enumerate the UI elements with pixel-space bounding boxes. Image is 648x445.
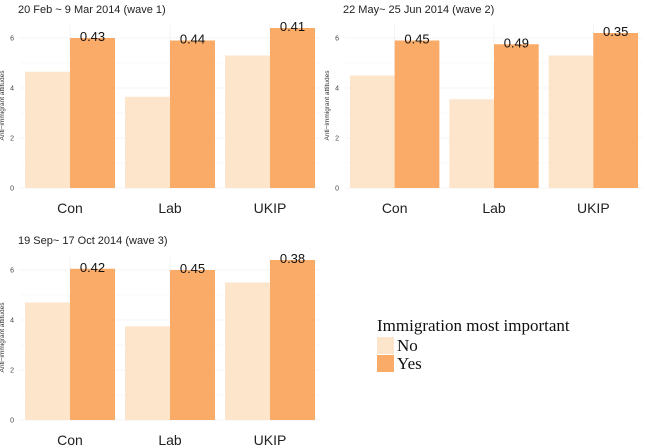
y-tick-label: 4: [10, 318, 14, 325]
y-tick-label: 2: [335, 136, 339, 143]
x-tick-label: Lab: [158, 200, 182, 216]
bar-ukip-no: [225, 55, 270, 188]
bar-lab-yes: [494, 44, 539, 188]
data-label: 0.35: [603, 24, 628, 39]
y-tick-label: 0: [10, 418, 14, 425]
y-tick-label: 0: [10, 186, 14, 193]
chart-panel-1: 20 Feb ~ 9 Mar 2014 (wave 1) 0 2 4 6 Anti−imm…: [0, 4, 320, 216]
bar-lab-no: [449, 99, 494, 188]
bar-lab-no: [125, 96, 170, 188]
data-label: 0.49: [504, 35, 529, 50]
y-tick-label: 0: [335, 186, 339, 193]
panel-title: 22 May~ 25 Jun 2014 (wave 2): [343, 4, 494, 16]
x-tick-label: UKIP: [254, 432, 287, 445]
bar-ukip-no: [548, 55, 594, 188]
x-tick-label: Con: [382, 200, 408, 216]
data-label: 0.44: [180, 32, 205, 47]
y-tick-label: 4: [10, 86, 14, 93]
data-label: 0.45: [180, 261, 205, 276]
bar-con-no: [349, 75, 395, 188]
bar-con-no: [25, 71, 70, 188]
data-label: 0.43: [80, 29, 105, 44]
y-axis-label: Anti−immigrant attitudes: [0, 70, 6, 141]
chart-panel-2: 22 May~ 25 Jun 2014 (wave 2) 0 2 4 6 Anti−imm…: [324, 4, 643, 216]
data-label: 0.41: [280, 19, 305, 34]
y-tick-label: 6: [335, 36, 339, 43]
panel-title: 20 Feb ~ 9 Mar 2014 (wave 1): [18, 4, 166, 16]
legend-label-yes: Yes: [397, 354, 422, 373]
legend-swatch-no: [377, 337, 394, 354]
x-tick-label: Lab: [158, 432, 182, 445]
bar-lab-yes: [170, 40, 215, 188]
y-tick-label: 4: [335, 86, 339, 93]
x-tick-label: UKIP: [577, 200, 610, 216]
bar-con-yes: [70, 268, 115, 420]
legend-title: Immigration most important: [377, 316, 570, 335]
y-axis-label: Anti−immigrant attitudes: [0, 302, 6, 373]
y-tick-label: 2: [10, 136, 14, 143]
chart-panel-3: 19 Sep~ 17 Oct 2014 (wave 3) 0 2 4 6 Anti−imm…: [0, 235, 320, 445]
x-tick-label: Lab: [482, 200, 506, 216]
bar-lab-no: [125, 326, 170, 420]
legend-swatch-yes: [377, 355, 394, 372]
bar-lab-yes: [170, 270, 215, 420]
data-label: 0.42: [80, 260, 105, 275]
bar-ukip-yes: [593, 33, 639, 188]
x-tick-label: UKIP: [254, 200, 287, 216]
bar-ukip-yes: [270, 28, 315, 188]
bar-con-yes: [70, 38, 115, 188]
y-tick-label: 2: [10, 368, 14, 375]
panel-title: 19 Sep~ 17 Oct 2014 (wave 3): [18, 235, 168, 247]
data-label: 0.45: [404, 32, 429, 47]
bar-con-yes: [394, 40, 440, 188]
bar-ukip-no: [225, 282, 270, 420]
y-axis-label: Anti−immigrant attitudes: [324, 70, 331, 141]
data-label: 0.38: [280, 251, 305, 266]
bar-con-no: [25, 302, 70, 420]
x-tick-label: Con: [57, 200, 83, 216]
legend-label-no: No: [397, 336, 418, 355]
y-tick-label: 6: [10, 268, 14, 275]
bar-ukip-yes: [270, 260, 315, 420]
y-tick-label: 6: [10, 36, 14, 43]
x-tick-label: Con: [57, 432, 83, 445]
